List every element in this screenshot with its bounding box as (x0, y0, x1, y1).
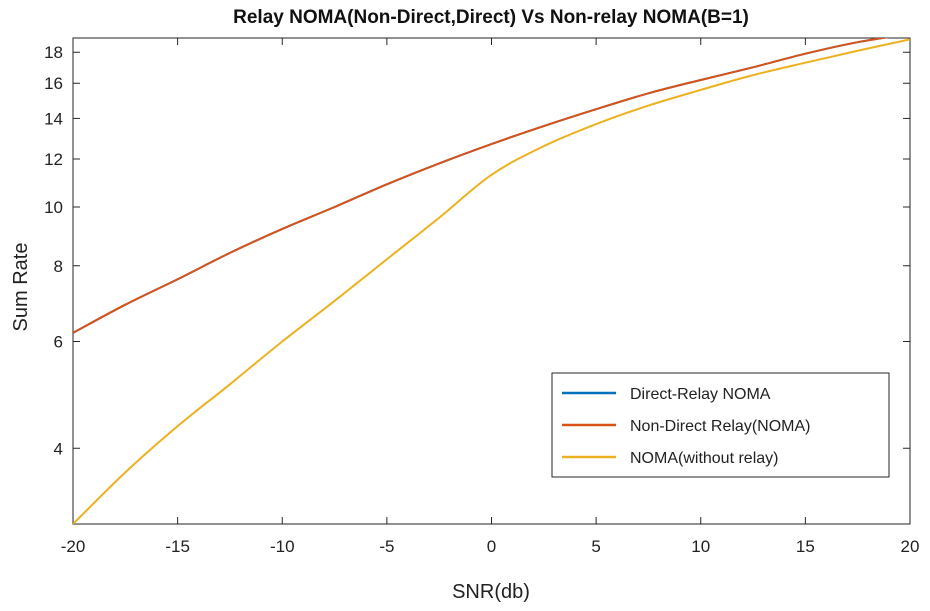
x-axis-label: SNR(db) (452, 581, 530, 603)
series-layer (73, 38, 910, 524)
x-tick-label: 10 (691, 537, 710, 556)
x-tick-label: 5 (591, 537, 600, 556)
series-line-3 (73, 38, 910, 524)
x-axis: -20 -15 -10 -5 0 5 10 15 20 (61, 38, 920, 556)
y-axis: 4 6 8 10 12 14 16 18 (44, 43, 910, 458)
y-axis-label: Sum Rate (10, 243, 32, 332)
y-tick-label: 10 (44, 198, 63, 217)
y-tick-label: 4 (54, 439, 63, 458)
legend: Direct-Relay NOMA Non-Direct Relay(NOMA) N… (551, 372, 890, 478)
x-tick-label: 0 (487, 537, 496, 556)
x-tick-label: 15 (796, 537, 815, 556)
legend-entry-3: NOMA(without relay) (630, 450, 778, 467)
y-tick-label: 6 (54, 332, 63, 351)
y-tick-label: 18 (44, 43, 63, 62)
series-line-2 (73, 38, 890, 334)
x-tick-label: -5 (379, 537, 394, 556)
legend-entry-1: Direct-Relay NOMA (630, 386, 771, 403)
legend-entry-2: Non-Direct Relay(NOMA) (630, 418, 810, 435)
y-tick-label: 14 (44, 109, 63, 128)
x-tick-label: -15 (165, 537, 190, 556)
y-tick-label: 16 (44, 74, 63, 93)
y-tick-label: 8 (54, 257, 63, 276)
chart-title: Relay NOMA(Non-Direct,Direct) Vs Non-rel… (233, 7, 749, 28)
y-tick-label: 12 (44, 150, 63, 169)
x-tick-label: -10 (270, 537, 295, 556)
x-tick-label: -20 (61, 537, 86, 556)
x-tick-label: 20 (901, 537, 920, 556)
